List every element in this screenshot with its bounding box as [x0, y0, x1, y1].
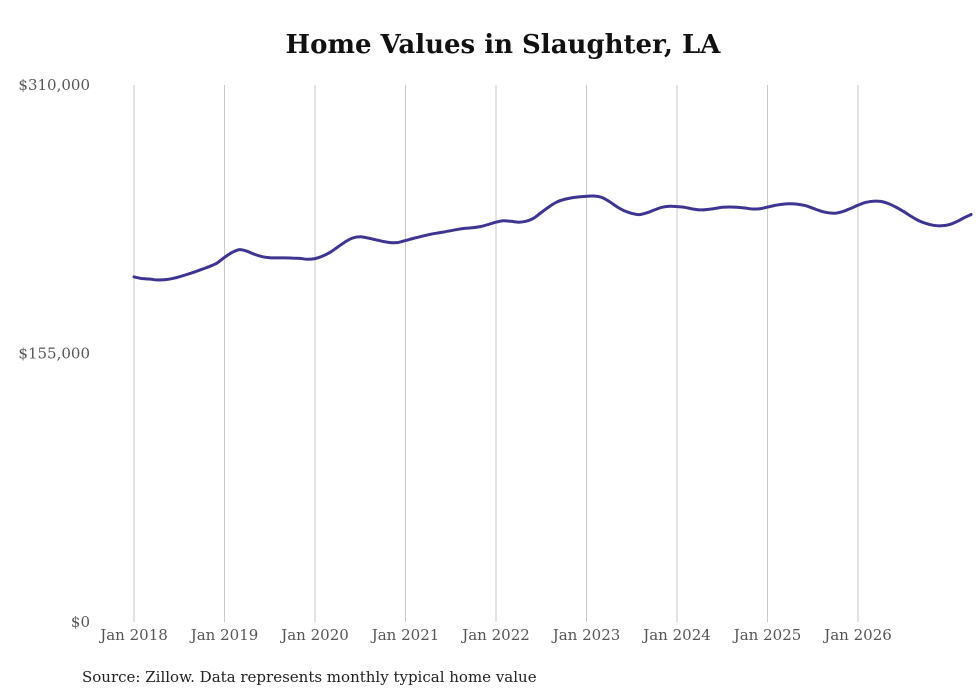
y-axis: $0 $155,000 $310,000	[18, 76, 90, 631]
x-tick-label: Jan 2026	[822, 626, 892, 644]
x-tick-label: Jan 2019	[189, 626, 259, 644]
x-axis: Jan 2018 Jan 2019 Jan 2020 Jan 2021 Jan 2022…	[98, 626, 892, 644]
x-tick-label: Jan 2023	[551, 626, 621, 644]
series-group	[132, 194, 973, 282]
chart-title: Home Values in Slaughter, LA	[285, 30, 721, 60]
source-note: Source: Zillow. Data represents monthly …	[82, 668, 537, 686]
gridlines	[133, 85, 859, 622]
x-tick-label: Jan 2024	[641, 626, 711, 644]
x-tick-label: Jan 2021	[370, 626, 440, 644]
y-tick-label: $310,000	[18, 76, 90, 94]
series-line	[132, 194, 973, 282]
y-tick-label: $155,000	[18, 345, 90, 363]
x-tick-label: Jan 2022	[460, 626, 530, 644]
x-tick-label: Jan 2018	[98, 626, 168, 644]
x-tick-label: Jan 2020	[279, 626, 349, 644]
y-tick-label: $0	[71, 613, 90, 631]
x-tick-label: Jan 2025	[732, 626, 802, 644]
